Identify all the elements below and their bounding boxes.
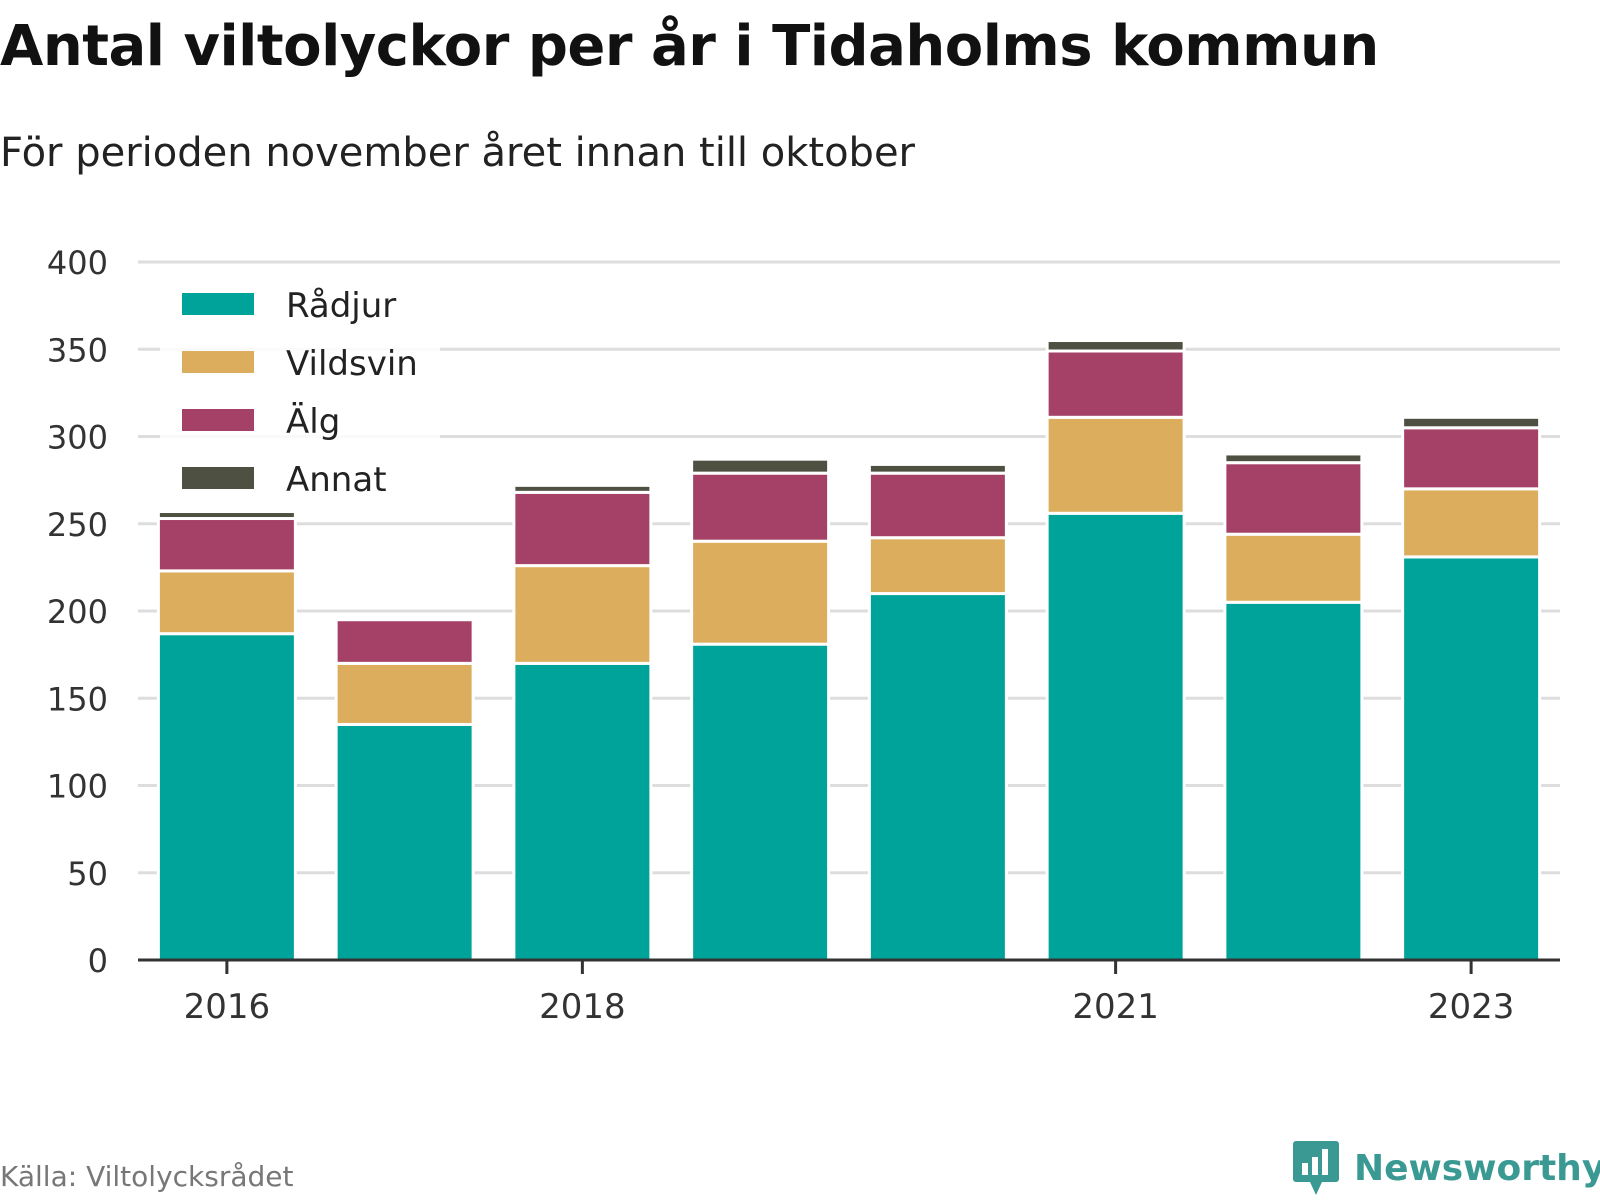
bar-älg-2016 bbox=[156, 517, 297, 573]
bar-annat-2018 bbox=[512, 483, 653, 494]
bar-älg-2023 bbox=[1401, 426, 1542, 491]
source-note: Källa: Viltolycksrådet bbox=[0, 1160, 294, 1193]
y-tick-label: 400 bbox=[47, 244, 108, 282]
bar-annat-2020 bbox=[867, 462, 1008, 475]
y-tick-label: 250 bbox=[47, 506, 108, 544]
x-tick-label: 2016 bbox=[184, 987, 271, 1027]
bar-vildsvin-2022 bbox=[1223, 532, 1364, 604]
legend-label: Vildsvin bbox=[286, 344, 418, 384]
bar-älg-2019 bbox=[690, 471, 831, 543]
stacked-bar-chart: 0 50 100 150 200 250 300 350 400 2016 2018 2021 2023… bbox=[47, 244, 1560, 1027]
y-tick-label: 150 bbox=[47, 680, 108, 718]
bar-rådjur-2023 bbox=[1401, 555, 1542, 962]
brand-name: Newsworthy bbox=[1354, 1147, 1600, 1189]
bar-annat-2019 bbox=[690, 457, 831, 475]
bar-rådjur-2021 bbox=[1045, 511, 1186, 962]
legend-label: Älg bbox=[286, 402, 340, 442]
bar-rådjur-2019 bbox=[690, 642, 831, 962]
bar-älg-2017 bbox=[334, 618, 475, 665]
bar-vildsvin-2023 bbox=[1401, 487, 1542, 559]
x-tick-label: 2018 bbox=[539, 987, 626, 1027]
bar-älg-2022 bbox=[1223, 461, 1364, 536]
bar-rådjur-2020 bbox=[867, 592, 1008, 962]
bar-älg-2018 bbox=[512, 490, 653, 568]
bar-vildsvin-2017 bbox=[334, 661, 475, 726]
chart-title: Antal viltolyckor per år i Tidaholms kom… bbox=[0, 14, 1379, 79]
legend-swatch-annat bbox=[182, 467, 254, 489]
bar-rådjur-2017 bbox=[334, 722, 475, 962]
legend-swatch-rådjur bbox=[182, 293, 254, 315]
legend-label: Rådjur bbox=[286, 286, 396, 326]
legend-label: Annat bbox=[286, 460, 387, 500]
bar-vildsvin-2020 bbox=[867, 536, 1008, 596]
brand-logo: Newsworthy bbox=[1292, 1140, 1600, 1196]
y-tick-label: 300 bbox=[47, 419, 108, 457]
bar-älg-2020 bbox=[867, 471, 1008, 540]
bar-annat-2016 bbox=[156, 510, 297, 521]
bar-älg-2021 bbox=[1045, 349, 1186, 419]
x-tick-label: 2021 bbox=[1072, 987, 1159, 1027]
newsworthy-logo-icon bbox=[1293, 1141, 1339, 1195]
bar-rådjur-2018 bbox=[512, 661, 653, 962]
bar-vildsvin-2021 bbox=[1045, 415, 1186, 515]
bar-vildsvin-2018 bbox=[512, 564, 653, 665]
bar-annat-2022 bbox=[1223, 452, 1364, 465]
bar-rådjur-2022 bbox=[1223, 600, 1364, 962]
y-tick-label: 350 bbox=[47, 331, 108, 369]
y-tick-label: 0 bbox=[88, 942, 108, 980]
bar-annat-2023 bbox=[1401, 415, 1542, 430]
chart-subtitle: För perioden november året innan till ok… bbox=[0, 130, 915, 176]
bar-rådjur-2016 bbox=[156, 632, 297, 962]
y-tick-label: 200 bbox=[47, 593, 108, 631]
y-tick-label: 50 bbox=[67, 855, 108, 893]
bar-annat-2021 bbox=[1045, 339, 1186, 353]
legend-swatch-älg bbox=[182, 409, 254, 431]
bar-vildsvin-2016 bbox=[156, 569, 297, 636]
bar-vildsvin-2019 bbox=[690, 539, 831, 646]
legend-swatch-vildsvin bbox=[182, 351, 254, 373]
y-tick-label: 100 bbox=[47, 768, 108, 806]
x-tick-label: 2023 bbox=[1428, 987, 1515, 1027]
